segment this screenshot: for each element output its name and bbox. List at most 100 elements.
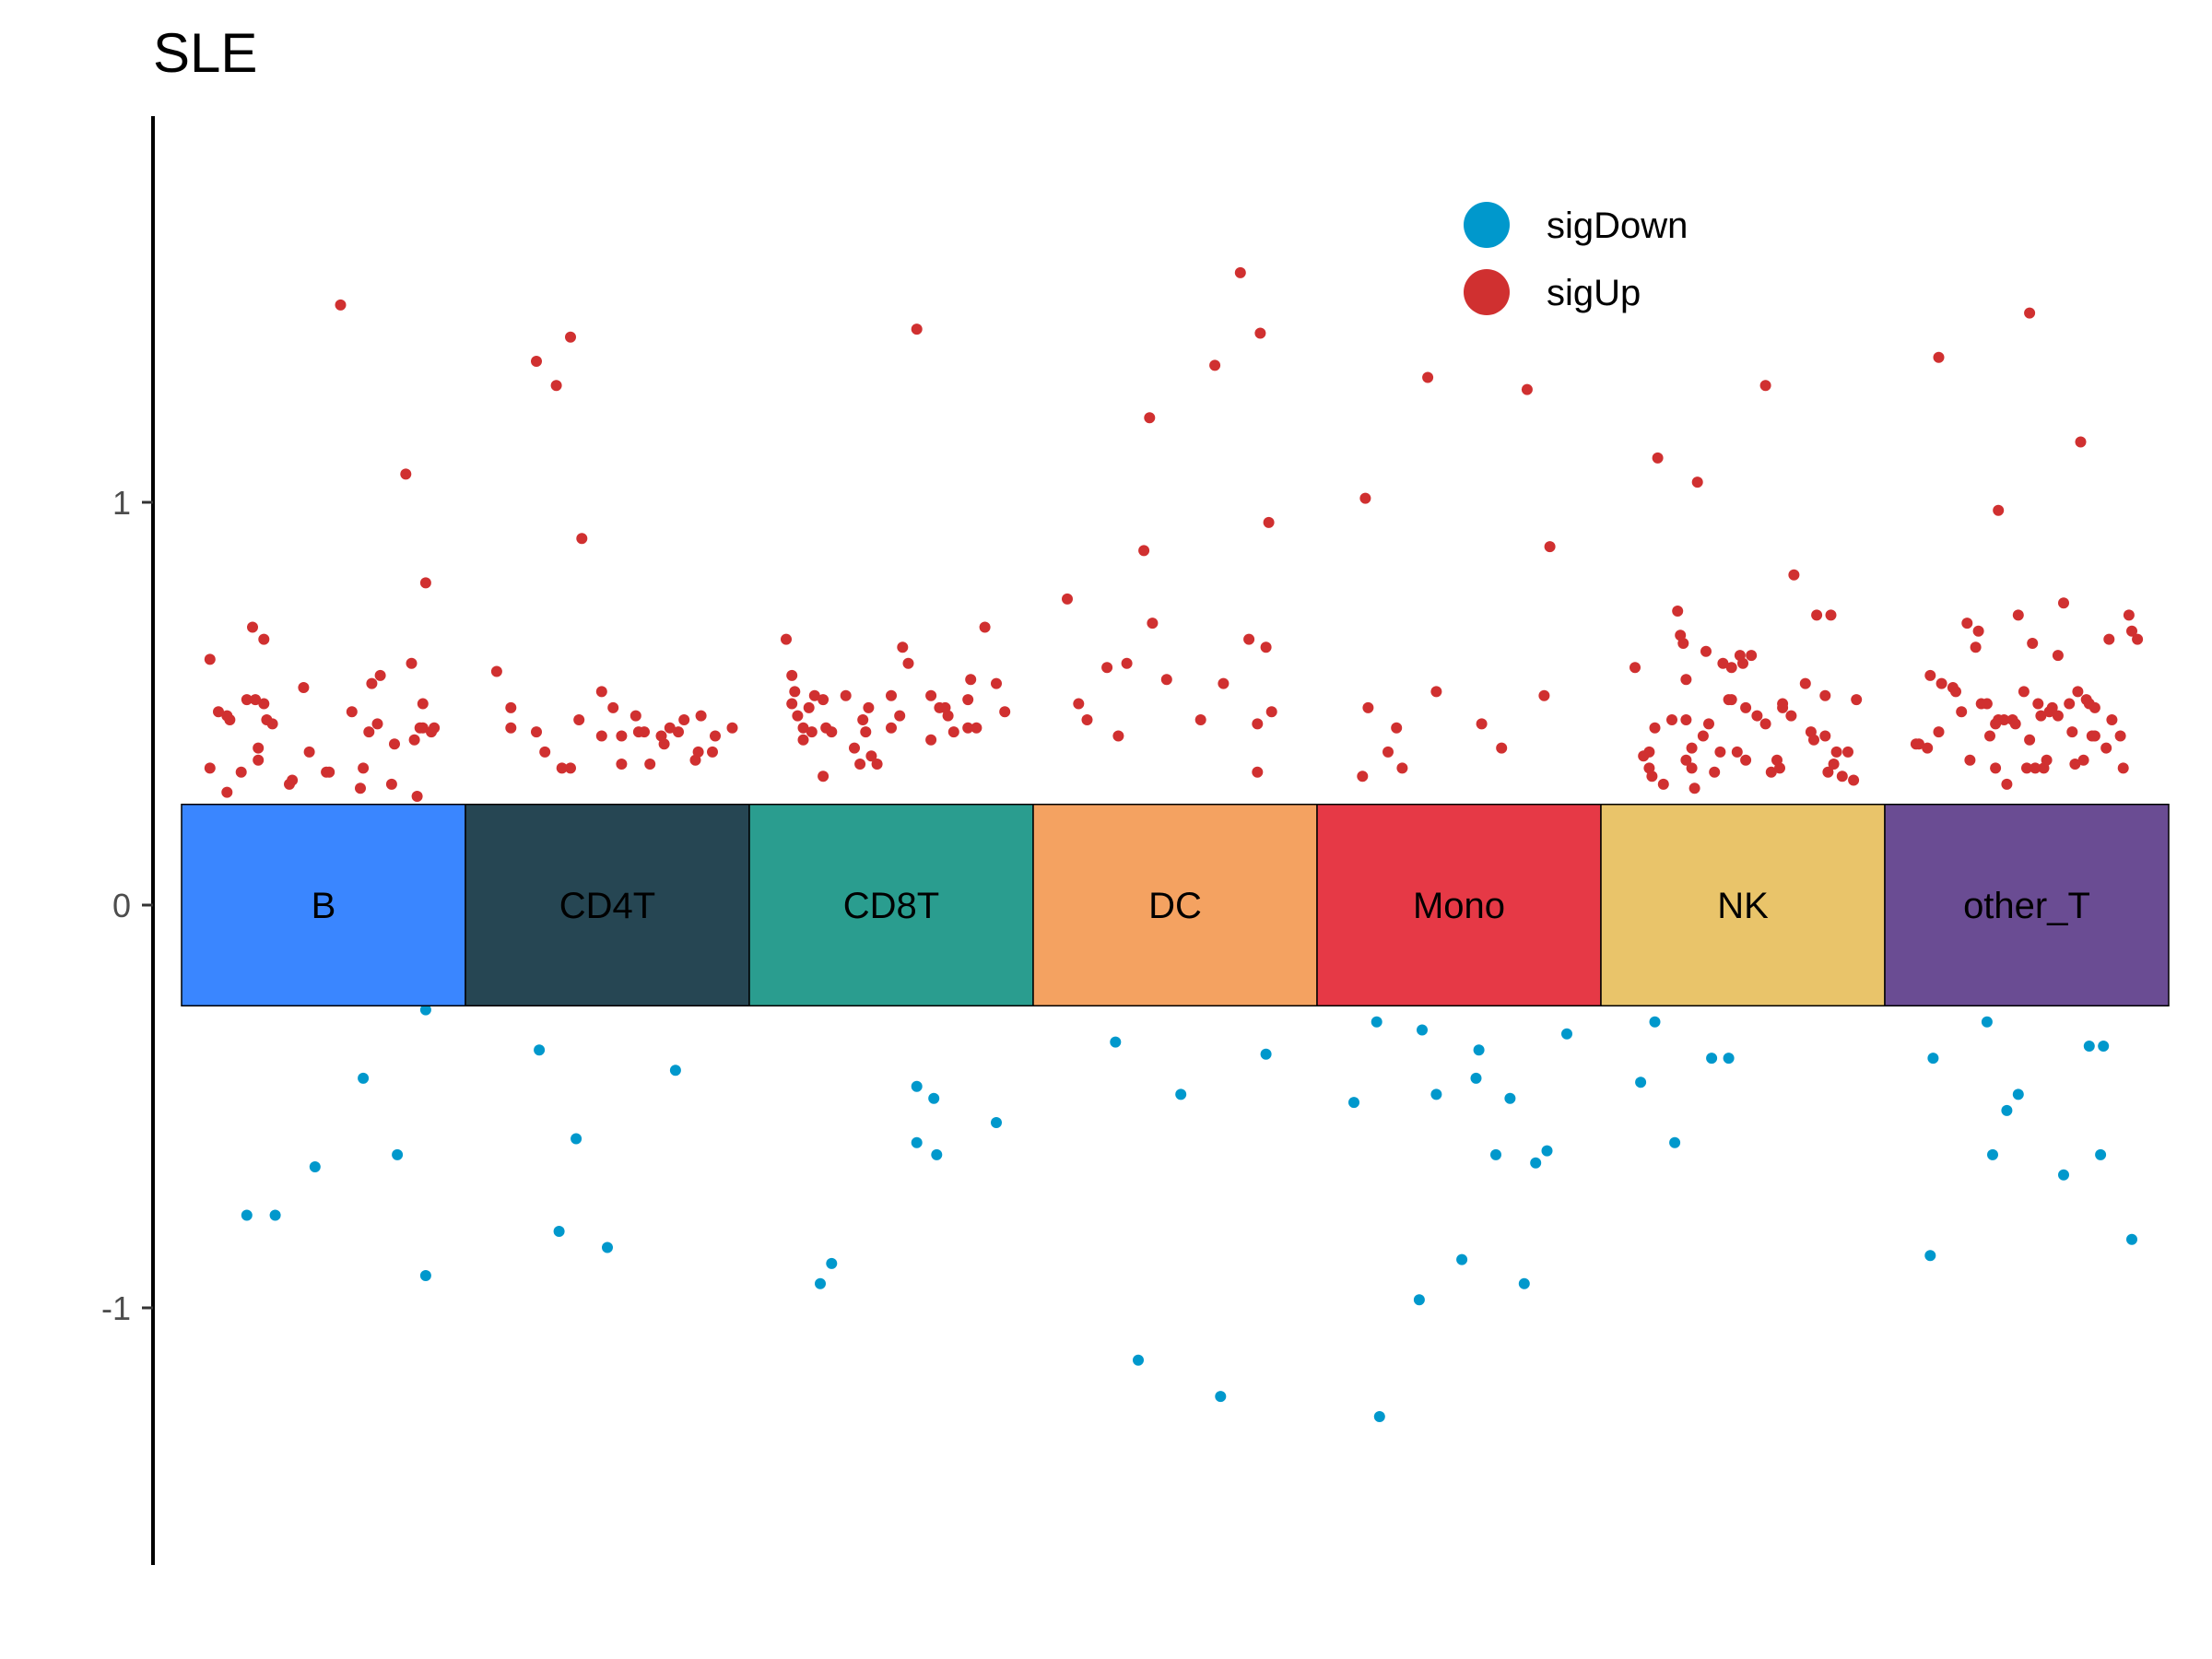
sigup-point [1717, 657, 1729, 669]
sigup-point [979, 621, 991, 633]
sigup-point [213, 706, 224, 718]
sigup-point [400, 468, 412, 480]
sigdown-point [1215, 1391, 1227, 1403]
sigup-point [1848, 774, 1860, 786]
sigdown-point [1987, 1148, 1998, 1160]
legend: sigDown sigUp [1464, 202, 1688, 315]
sigup-point [2024, 734, 2036, 746]
sigup-point [1737, 657, 1748, 669]
sigup-point [2064, 698, 2076, 710]
sigup-point [303, 746, 315, 758]
sigup-point [1961, 618, 1973, 629]
sigup-point [860, 726, 872, 738]
sigup-point [886, 722, 897, 734]
sigup-point [1112, 730, 1124, 742]
sigdown-point [1348, 1097, 1359, 1109]
sigdown-point [1413, 1294, 1425, 1306]
sigup-point [1972, 625, 1984, 637]
sigup-point [1252, 718, 1264, 730]
sigup-point [678, 714, 690, 725]
sigup-point [576, 533, 588, 545]
y-tick-label: 0 [112, 887, 131, 924]
band-label: other_T [1963, 886, 2090, 926]
sigup-point [417, 698, 429, 710]
sigup-point [808, 689, 820, 701]
sigup-point [1836, 771, 1848, 782]
sigup-point [505, 722, 517, 734]
sigup-point [253, 754, 265, 766]
sigup-point [1538, 689, 1550, 701]
sigup-point [2001, 778, 2013, 790]
sigdown-point [2098, 1041, 2110, 1052]
sigup-point [2041, 754, 2053, 766]
band-label: NK [1717, 886, 1769, 926]
sigup-point [1998, 714, 2010, 725]
sigup-point [803, 701, 815, 713]
sigup-point [826, 726, 838, 738]
sigup-point [886, 689, 897, 701]
sigdown-point [1561, 1028, 1572, 1040]
sigup-point [335, 299, 347, 311]
sigup-point [2030, 762, 2041, 774]
sigup-point [2058, 597, 2069, 609]
sigup-point [1765, 766, 1777, 778]
sigup-point [385, 778, 397, 790]
sigup-point [355, 782, 366, 794]
sigup-point [1924, 669, 1936, 681]
sigup-point [1252, 766, 1264, 778]
band-segment-mono [1316, 804, 1602, 1006]
sigup-point [539, 746, 551, 758]
sigup-point [871, 759, 883, 770]
sigup-points [204, 266, 2144, 802]
sigup-point [849, 742, 860, 754]
sigup-point [1652, 452, 1664, 464]
sigup-point [241, 694, 253, 706]
legend-key-sigdown [1464, 202, 1510, 248]
sigup-point [389, 738, 400, 750]
sigup-point [2088, 701, 2100, 713]
sigdown-point [1473, 1044, 1485, 1056]
sigup-point [1964, 754, 1976, 766]
sigup-point [1819, 730, 1831, 742]
sigup-point [266, 718, 278, 730]
sigup-point [419, 577, 431, 589]
sigdown-point [1723, 1053, 1735, 1065]
sigup-point [965, 674, 977, 686]
sigup-point [1725, 662, 1737, 674]
sigup-point [204, 653, 216, 665]
sigup-point [235, 766, 247, 778]
sigup-point [298, 682, 310, 693]
sigdown-point [534, 1044, 546, 1056]
sigup-point [1922, 742, 1934, 754]
sigup-point [1700, 645, 1712, 657]
sigup-point [863, 701, 875, 713]
sigdown-point [2001, 1104, 2013, 1116]
sigup-point [490, 665, 502, 677]
sigdown-point [269, 1209, 281, 1221]
sigup-point [1751, 710, 1763, 722]
sigup-point [962, 694, 974, 706]
sigup-point [1993, 504, 2005, 516]
sigdown-point [1927, 1053, 1939, 1065]
sigup-point [854, 759, 866, 770]
sigdown-point [2126, 1233, 2137, 1245]
sigdown-point [1541, 1145, 1553, 1157]
sigup-point [1913, 738, 1924, 750]
sigup-point [1260, 641, 1272, 653]
sigup-point [695, 710, 707, 722]
sigup-point [1774, 762, 1785, 774]
sigup-point [1672, 606, 1684, 617]
band-segment-other-t [1884, 804, 2170, 1006]
sigup-point [786, 698, 798, 710]
sigup-point [1396, 762, 1408, 774]
sigdown-point [1504, 1092, 1516, 1104]
sigup-point [786, 669, 798, 681]
sigup-point [550, 380, 562, 392]
sigup-point [902, 657, 914, 669]
sigup-point [797, 734, 809, 746]
sigup-point [1218, 677, 1230, 689]
sigup-point [1147, 618, 1159, 629]
band-segment-b [181, 804, 466, 1006]
sigup-point [726, 722, 738, 734]
sigup-point [408, 734, 420, 746]
